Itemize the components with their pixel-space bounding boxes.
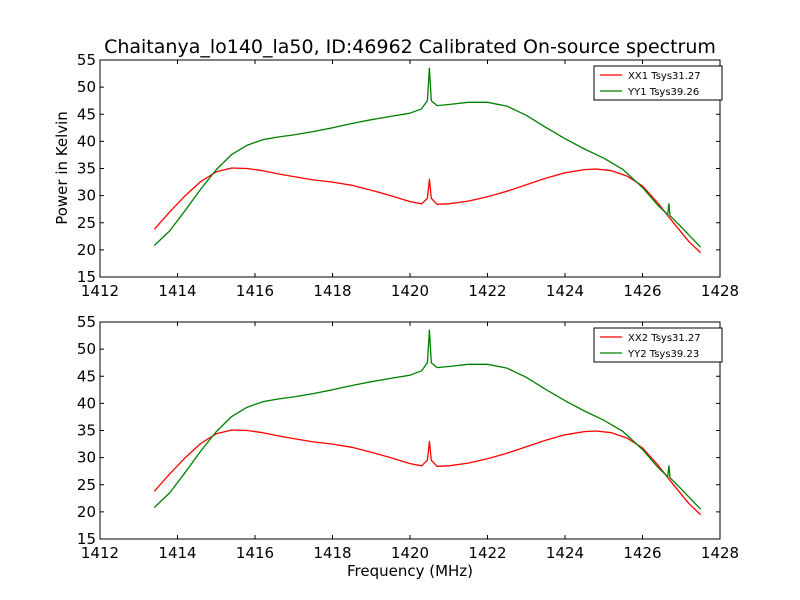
x-tick-label: 1424	[546, 544, 584, 562]
x-tick-label: 1412	[81, 544, 119, 562]
x-tick-label: 1422	[468, 544, 506, 562]
x-axis-label: Frequency (MHz)	[347, 562, 473, 580]
legend-label: XX1 Tsys31.27	[628, 71, 701, 82]
series-line-xx	[153, 167, 702, 254]
series-line-yy	[153, 329, 702, 510]
x-tick-label: 1422	[468, 282, 506, 300]
x-tick-label: 1416	[236, 282, 274, 300]
legend: XX2 Tsys31.27 YY2 Tsys39.23	[593, 327, 723, 363]
legend-box	[593, 65, 723, 101]
y-tick-label: 50	[77, 340, 96, 358]
y-tick-label: 40	[77, 394, 96, 412]
x-tick-label: 1416	[236, 544, 274, 562]
y-tick-label: 15	[77, 268, 96, 286]
x-tick-label: 1414	[158, 282, 196, 300]
y-tick-label: 35	[77, 422, 96, 440]
y-tick-label: 30	[77, 449, 96, 467]
y-tick-label: 30	[77, 187, 96, 205]
x-tick-label: 1426	[623, 544, 661, 562]
y-tick-label: 20	[77, 241, 96, 259]
y-tick-label: 45	[77, 367, 96, 385]
y-tick-label: 15	[77, 530, 96, 548]
x-tick-label: 1420	[391, 544, 429, 562]
x-tick-label: 1426	[623, 282, 661, 300]
series-line-yy	[153, 67, 702, 248]
y-tick-label: 25	[77, 214, 96, 232]
chart-title: Chaitanya_lo140_la50, ID:46962 Calibrate…	[104, 36, 716, 58]
x-tick-label: 1418	[313, 282, 351, 300]
x-tick-label: 1414	[158, 544, 196, 562]
y-tick-label: 25	[77, 476, 96, 494]
y-tick-label: 50	[77, 78, 96, 96]
y-tick-label: 55	[77, 313, 96, 331]
x-tick-label: 1420	[391, 282, 429, 300]
legend-label: XX2 Tsys31.27	[628, 333, 701, 344]
legend-box	[593, 327, 723, 363]
x-tick-label: 1424	[546, 282, 584, 300]
top-plot-panel: 1412 1414 1416 1418 1420 1422 1424 1426 1428 15 20…	[77, 51, 739, 300]
x-tick-label: 1428	[701, 544, 739, 562]
y-tick-label: 45	[77, 105, 96, 123]
legend-label: YY2 Tsys39.23	[627, 349, 699, 360]
x-tick-label: 1412	[81, 282, 119, 300]
legend: XX1 Tsys31.27 YY1 Tsys39.26	[593, 65, 723, 101]
y-tick-label: 55	[77, 51, 96, 69]
x-tick-label: 1428	[701, 282, 739, 300]
x-tick-label: 1418	[313, 544, 351, 562]
y-tick-label: 35	[77, 160, 96, 178]
y-tick-label: 40	[77, 132, 96, 150]
series-line-xx	[153, 429, 702, 516]
y-tick-label: 20	[77, 503, 96, 521]
bottom-plot-panel: 1412 1414 1416 1418 1420 1422 1424 1426 1428 15 20…	[77, 313, 739, 562]
legend-label: YY1 Tsys39.26	[627, 87, 699, 98]
y-axis-label: Power in Kelvin	[53, 111, 71, 225]
